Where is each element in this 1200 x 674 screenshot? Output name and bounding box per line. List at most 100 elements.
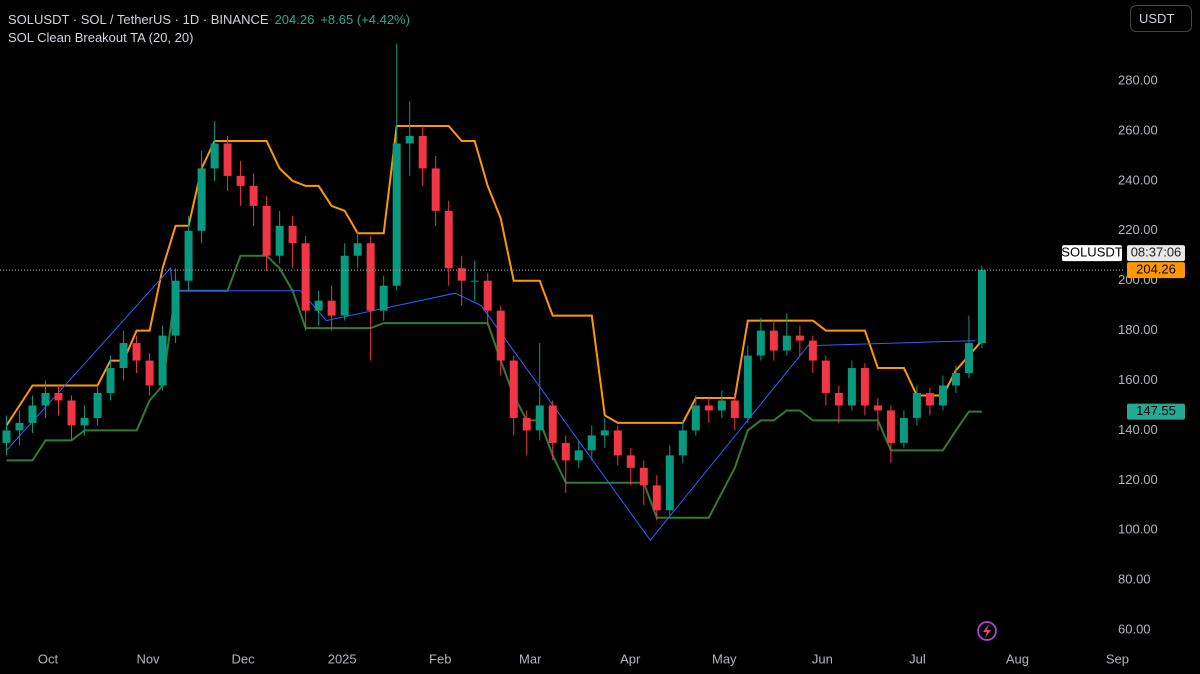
candle-body — [496, 310, 505, 361]
lower-tag-box — [1127, 403, 1185, 420]
candle-body — [249, 185, 258, 206]
candle-body — [847, 368, 856, 406]
candle-body — [834, 392, 843, 406]
candle-body — [613, 430, 622, 456]
candle-body — [912, 392, 921, 418]
x-tick-label: May — [712, 651, 737, 666]
candle-body — [210, 143, 219, 169]
candle-body — [405, 135, 414, 144]
candle-body — [184, 230, 193, 281]
x-tick-label: Apr — [620, 651, 641, 666]
candle-body — [574, 450, 583, 461]
x-tick-label: Feb — [429, 651, 451, 666]
last-price: 204.26 — [274, 12, 315, 27]
candle-body — [93, 392, 102, 418]
band-lower — [6, 254, 982, 519]
candle-body — [951, 373, 960, 386]
y-tick-label: 260.00 — [1118, 122, 1158, 137]
candle-body — [717, 400, 726, 411]
x-tick-label: Mar — [519, 651, 542, 666]
indicator-name: SOL Clean Breakout TA (20, 20) — [8, 30, 194, 45]
bolt-icon[interactable] — [977, 621, 997, 641]
candle-body — [353, 243, 362, 256]
candle-body — [743, 355, 752, 418]
x-tick-label: 2025 — [328, 651, 357, 666]
candle-body — [197, 168, 206, 231]
price-tag-box — [1127, 262, 1185, 279]
y-tick-label: 160.00 — [1118, 372, 1158, 387]
candle-body — [80, 417, 89, 426]
candle-body — [522, 417, 531, 431]
candle-body — [587, 435, 596, 451]
y-tick-label: 220.00 — [1118, 222, 1158, 237]
currency-button[interactable]: USDT — [1130, 5, 1192, 32]
candle-body — [223, 143, 232, 176]
candle-body — [28, 405, 37, 423]
candle-body — [769, 330, 778, 351]
candle-body — [704, 405, 713, 411]
y-tick-label: 100.00 — [1118, 522, 1158, 537]
candle-body — [340, 255, 349, 316]
candle-body — [600, 430, 609, 436]
x-tick-label: Jun — [812, 651, 833, 666]
countdown-box — [1127, 245, 1185, 262]
candle-body — [262, 205, 271, 256]
candle-body — [548, 405, 557, 443]
candle-body — [15, 422, 24, 431]
candle-body — [561, 442, 570, 461]
lower-tag: 147.55 — [1136, 403, 1176, 418]
y-tick-label: 140.00 — [1118, 422, 1158, 437]
candle-body — [795, 335, 804, 341]
candle-body — [171, 280, 180, 336]
header: SOLUSDT · SOL / TetherUS · 1D · BINANCE 2… — [8, 11, 410, 47]
x-tick-label: Oct — [38, 651, 59, 666]
candle-body — [327, 300, 336, 316]
x-tick-label: Sep — [1106, 651, 1129, 666]
band-upper — [5, 125, 983, 426]
candle-body — [886, 410, 895, 443]
candle-body — [626, 455, 635, 468]
candle-body — [119, 343, 128, 369]
candle-body — [236, 175, 245, 186]
candle-body — [470, 280, 479, 282]
candle-body — [535, 405, 544, 431]
candle-body — [925, 392, 934, 406]
candle-body — [665, 455, 674, 511]
y-tick-label: 120.00 — [1118, 472, 1158, 487]
candle-body — [509, 360, 518, 418]
candle-body — [67, 400, 76, 426]
candle-body — [41, 392, 50, 406]
candle-body — [639, 467, 648, 486]
candle-body — [860, 368, 869, 406]
candle-body — [652, 485, 661, 511]
symbol-tag-box — [1062, 245, 1122, 262]
x-tick-label: Jul — [909, 651, 926, 666]
candle-body — [977, 270, 986, 344]
candle-body — [145, 360, 154, 386]
y-tick-label: 240.00 — [1118, 172, 1158, 187]
x-tick-label: Nov — [136, 651, 160, 666]
y-tick-label: 60.00 — [1118, 621, 1151, 636]
candle-body — [808, 340, 817, 361]
price-tag: 204.26 — [1136, 262, 1176, 277]
candle-body — [899, 417, 908, 443]
candle-body — [366, 243, 375, 311]
candle-body — [964, 343, 973, 374]
candle-body — [379, 285, 388, 311]
candle-body — [457, 268, 466, 281]
candle-body — [938, 385, 947, 406]
candle-body — [158, 335, 167, 386]
candle-body — [392, 143, 401, 286]
countdown: 08:37:06 — [1131, 245, 1182, 260]
candle-body — [756, 330, 765, 356]
candle-body — [730, 400, 739, 418]
candle-body — [873, 405, 882, 411]
candle-body — [132, 343, 141, 361]
symbol-tag: SOLUSDT — [1061, 245, 1122, 260]
y-tick-label: 180.00 — [1118, 322, 1158, 337]
candle-body — [691, 405, 700, 431]
candle-body — [106, 368, 115, 393]
candle-body — [288, 225, 297, 244]
y-tick-label: 80.00 — [1118, 572, 1151, 587]
